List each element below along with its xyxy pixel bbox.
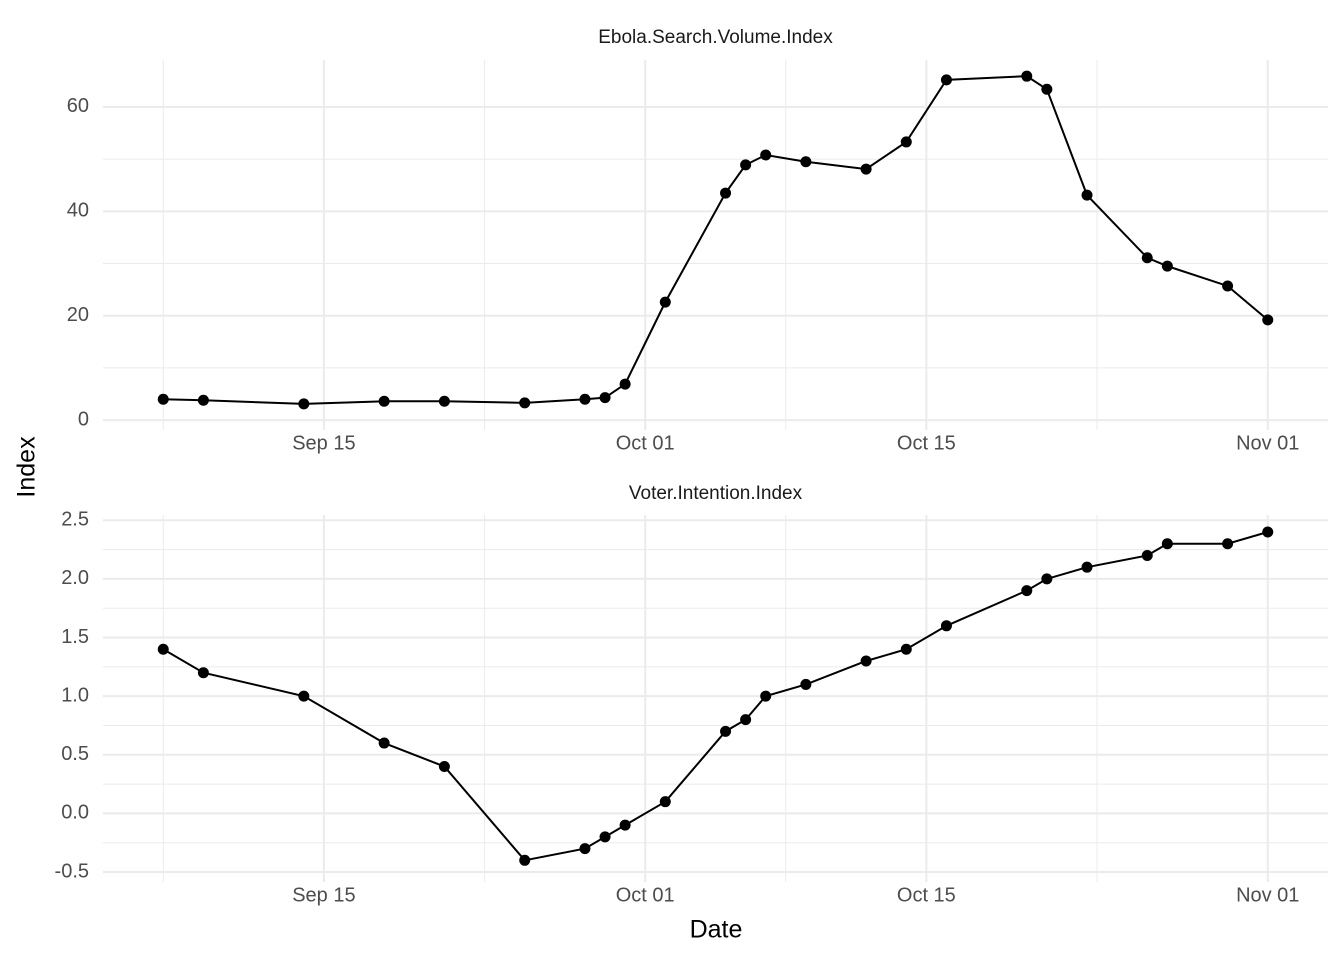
x-tick-label: Nov 01 bbox=[1236, 432, 1299, 454]
x-tick-label: Oct 01 bbox=[616, 432, 675, 454]
data-point bbox=[1262, 314, 1274, 326]
x-tick-label: Oct 15 bbox=[897, 432, 956, 454]
data-point bbox=[860, 655, 872, 667]
data-point bbox=[197, 667, 209, 679]
y-axis-title: Index bbox=[13, 436, 41, 498]
data-point bbox=[599, 831, 611, 843]
data-point bbox=[900, 643, 912, 655]
data-point bbox=[619, 378, 631, 390]
data-point bbox=[1161, 260, 1173, 272]
data-point bbox=[1081, 561, 1093, 573]
data-point bbox=[157, 643, 169, 655]
data-point bbox=[760, 690, 772, 702]
data-point bbox=[940, 620, 952, 632]
data-point bbox=[197, 394, 209, 406]
x-tick-label: Oct 01 bbox=[616, 884, 675, 906]
data-point bbox=[438, 761, 450, 773]
y-tick-label: 0.5 bbox=[61, 743, 89, 765]
data-point bbox=[438, 395, 450, 407]
data-point bbox=[1161, 538, 1173, 550]
y-tick-label: 0.0 bbox=[61, 802, 89, 824]
y-tick-label: 40 bbox=[67, 200, 89, 222]
y-tick-label: 20 bbox=[67, 304, 89, 326]
y-tick-label: 1.5 bbox=[61, 626, 89, 648]
data-point bbox=[1041, 83, 1053, 95]
data-point bbox=[378, 737, 390, 749]
x-axis-title: Date bbox=[690, 916, 743, 944]
data-point bbox=[900, 136, 912, 148]
data-point bbox=[800, 156, 812, 168]
data-point bbox=[298, 690, 310, 702]
data-point bbox=[579, 393, 591, 405]
data-point bbox=[1041, 573, 1053, 585]
y-tick-label: 2.5 bbox=[61, 509, 89, 531]
y-tick-label: -0.5 bbox=[55, 860, 89, 882]
data-point bbox=[740, 159, 752, 171]
data-line bbox=[162, 531, 1269, 862]
x-tick-label: Sep 15 bbox=[292, 432, 355, 454]
y-tick-label: 1.0 bbox=[61, 684, 89, 706]
y-tick-label: 60 bbox=[67, 95, 89, 117]
x-tick-label: Sep 15 bbox=[292, 884, 355, 906]
data-point bbox=[720, 187, 732, 199]
x-tick-label: Nov 01 bbox=[1236, 884, 1299, 906]
data-point bbox=[940, 74, 952, 86]
data-point bbox=[800, 678, 812, 690]
y-tick-label: 2.0 bbox=[61, 567, 89, 589]
data-point bbox=[659, 796, 671, 808]
data-point bbox=[720, 725, 732, 737]
data-point bbox=[1262, 526, 1274, 538]
data-line bbox=[163, 75, 1269, 405]
data-point bbox=[1081, 189, 1093, 201]
data-point bbox=[298, 398, 310, 410]
data-point bbox=[579, 843, 591, 855]
data-point bbox=[740, 714, 752, 726]
data-point bbox=[157, 393, 169, 405]
x-tick-label: Oct 15 bbox=[897, 884, 956, 906]
data-point bbox=[1141, 549, 1153, 561]
data-point bbox=[1222, 280, 1234, 292]
data-point bbox=[659, 296, 671, 308]
panel-title: Voter.Intention.Index bbox=[629, 483, 803, 504]
data-point bbox=[519, 854, 531, 866]
data-point bbox=[378, 395, 390, 407]
data-point bbox=[760, 149, 772, 161]
data-point bbox=[860, 163, 872, 175]
data-point bbox=[1141, 252, 1153, 264]
panel-title: Ebola.Search.Volume.Index bbox=[598, 27, 833, 48]
data-point bbox=[1021, 70, 1033, 82]
y-tick-label: 0 bbox=[78, 408, 89, 430]
data-point bbox=[519, 397, 531, 409]
data-point bbox=[619, 819, 631, 831]
data-point bbox=[1222, 538, 1234, 550]
data-point bbox=[599, 392, 611, 404]
data-point bbox=[1021, 585, 1033, 597]
